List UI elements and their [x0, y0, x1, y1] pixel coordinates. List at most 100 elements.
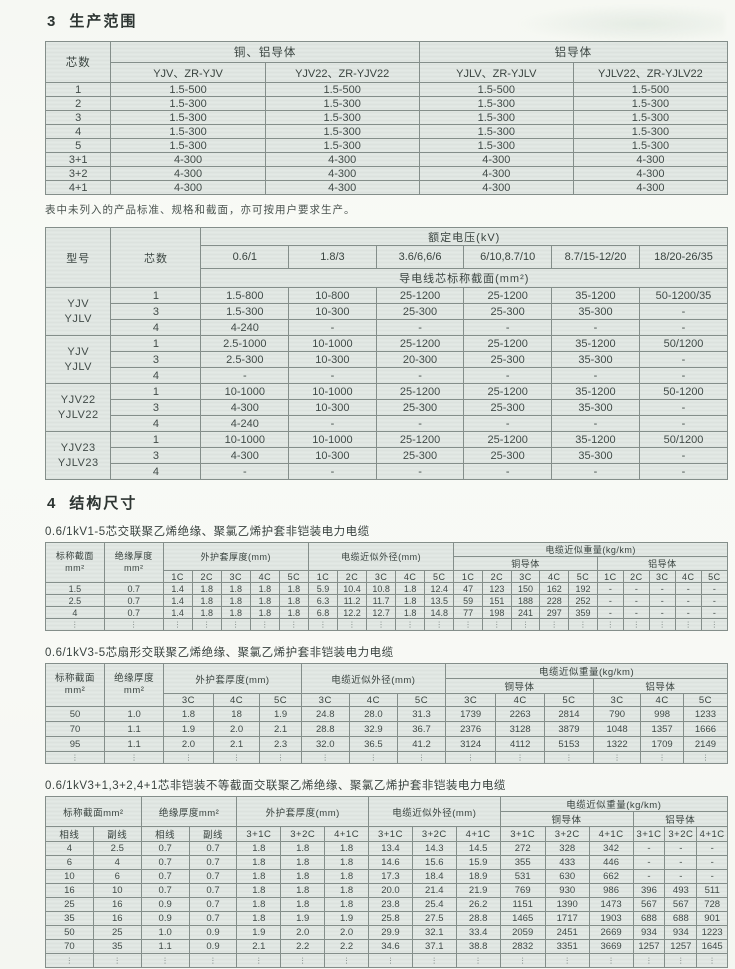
cell: 16: [92, 897, 142, 912]
cell: 1.8: [278, 582, 309, 595]
cell: 1.8: [220, 606, 251, 619]
cell: 1709: [640, 736, 684, 752]
cell: 1357: [640, 721, 684, 737]
table-row: 50 1.0 1.8 18 1.9 24.8 28.0 31.3 1739 2263 2814 790…: [44, 706, 729, 722]
cell: 25-300: [375, 447, 465, 464]
cell: 35-300: [550, 303, 640, 320]
cell: 1.8: [236, 869, 282, 884]
cell: 37.1: [411, 939, 457, 954]
cell: 1.8: [278, 594, 309, 607]
cell: 1.8: [324, 841, 370, 856]
conductor-section-header: 导电线芯标称截面(mm²): [200, 268, 728, 288]
section-4-title: 结构尺寸: [69, 495, 138, 512]
cell: 2451: [544, 925, 590, 940]
cell: 25-300: [463, 303, 552, 320]
cell: 198: [481, 606, 512, 619]
cu-al-conductor-group-header: 铜、铝导体: [110, 41, 420, 63]
table-row: 35 16 0.9 0.7 1.8 1.9 1.9 25.8 27.5 28.8 1465 1717 1…: [45, 911, 728, 926]
cell: 1.8: [280, 855, 326, 870]
section-3-heading: 3 生产范围: [47, 10, 728, 31]
table-row: 6 4 0.7 0.7 1.8 1.8 1.8 14.6 15.6 15.9 355 433 446- -…: [45, 855, 728, 870]
cell: 2.1: [259, 721, 302, 737]
cell: ⋮: [103, 618, 164, 631]
table-row: YJV YJLV 1 1.5-800 10-800 25-1200 25-1200 35-1…: [44, 287, 729, 336]
cell: 0.7: [188, 841, 238, 856]
cell: -: [622, 582, 650, 595]
cell: 2.5: [45, 594, 105, 607]
cell: 2.5-300: [200, 351, 290, 368]
cell: -: [664, 841, 698, 856]
cell: -: [550, 415, 640, 432]
cell: 630: [544, 869, 590, 884]
table-row: 10 6 0.7 0.7 1.8 1.8 1.8 17.3 18.4 18.9 531 630 662-…: [45, 869, 728, 884]
column-header: 5C: [682, 693, 729, 707]
outer-diameter-header: 电缆近似外径(mm): [307, 542, 455, 571]
structure-table-1-5core: 标称截面 mm² 绝缘厚度 mm² 外护套厚度(mm) 电缆近似外径(mm) 电…: [45, 542, 729, 631]
cell: 10-300: [288, 447, 377, 464]
cell: 1.8: [191, 582, 222, 595]
column-header: 2C: [622, 570, 650, 583]
cell: 2059: [499, 925, 546, 940]
cell: 1.8: [395, 606, 426, 619]
cell: 25-1200: [463, 431, 552, 448]
cell: 1.8: [220, 594, 251, 607]
cell: 1.5: [45, 582, 105, 595]
cell: -: [288, 367, 377, 384]
cell: 1.5-300: [572, 110, 729, 125]
cell: -: [638, 367, 729, 384]
header-row: 型号 芯数 额定电压(kV): [44, 227, 728, 288]
cell: 1.5-300: [264, 124, 420, 139]
cell: 13.4: [368, 841, 413, 856]
cell: 17.3: [368, 869, 413, 884]
cell: -: [596, 594, 624, 607]
cell: -: [375, 367, 465, 384]
column-header: 5C: [700, 570, 729, 583]
cell: 1.8: [236, 841, 282, 856]
header-row: 标称截面 mm² 绝缘厚度 mm² 外护套厚度(mm) 电缆近似外径(mm) 电…: [45, 542, 728, 583]
cell: 188: [510, 594, 541, 607]
column-header: 2C: [191, 570, 222, 583]
cell: 0.7: [188, 897, 238, 912]
cell: 1.8: [249, 594, 280, 607]
column-header: 4C: [495, 693, 546, 707]
cell: ⋮: [212, 751, 261, 764]
cell: 3: [110, 447, 202, 464]
column-header: YJLV22、ZR-YJLV22: [572, 62, 729, 83]
cell: 36.5: [348, 736, 398, 752]
table-row: 4 1.5-300 1.5-300 1.5-300 1.5-300: [44, 124, 729, 139]
column-header: 2C: [336, 570, 368, 583]
cell: 12.2: [336, 606, 368, 619]
model-column-header: 型号: [44, 227, 112, 288]
cell: 50/1200: [638, 335, 729, 352]
cell: 151: [481, 594, 512, 607]
cell: 688: [664, 911, 698, 926]
column-header: 1C: [162, 570, 193, 583]
cell: 4-300: [200, 447, 290, 464]
cell: 934: [632, 925, 666, 940]
cell: 3: [110, 399, 202, 416]
table-subtitle-1: 0.6/1kV1-5芯交联聚乙烯绝缘、聚氯乙烯护套非铠装电力电缆: [45, 526, 370, 538]
cell: -: [696, 841, 728, 856]
cell: 50/1200: [638, 431, 729, 448]
cell: 1.8: [324, 883, 370, 898]
cell: 446: [588, 855, 634, 870]
cell: 511: [696, 883, 728, 898]
cell: ⋮: [682, 751, 729, 764]
cell: 1257: [632, 939, 666, 954]
column-header: 18/20-26/35: [638, 245, 729, 269]
cell: 4-300: [110, 152, 266, 167]
table-subtitle-3: 0.6/1kV3+1,3+2,4+1芯非铠装不等截面交联聚乙烯绝缘、聚氯乙烯护套…: [45, 780, 506, 792]
cell: 2.1: [212, 736, 261, 752]
cell: 1.5-300: [572, 124, 729, 139]
approx-weight-header: 电缆近似重量(kg/km): [499, 796, 729, 812]
cell: 0.9: [188, 925, 238, 940]
cell: 355: [499, 855, 546, 870]
column-header: YJLV、ZR-YJLV: [418, 62, 574, 83]
approx-weight-header: 电缆近似重量(kg/km): [445, 663, 728, 679]
al-conductor-group-header: 铝导体: [418, 41, 729, 63]
voltage-section-header: 型号 芯数 额定电压(kV) 0.6/1 1.8/3 3.6/6,6/6 6/10,8…: [44, 227, 729, 288]
cell: ⋮: [45, 618, 105, 631]
cell: 4-300: [264, 166, 420, 181]
cell: 95: [44, 736, 106, 752]
cell: ⋮: [411, 953, 457, 968]
